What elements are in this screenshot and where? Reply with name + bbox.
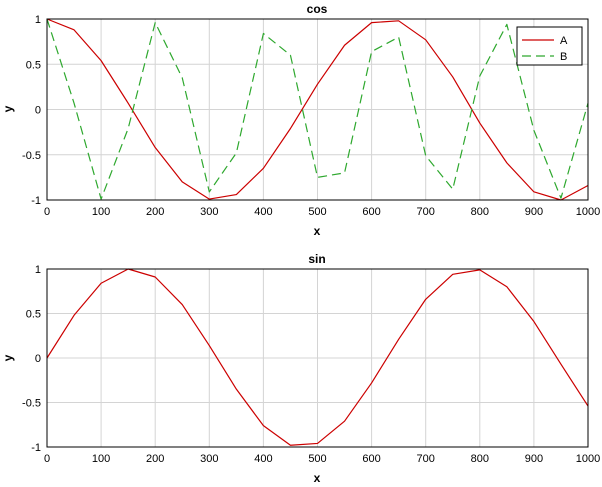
- cos-x-tick-label: 0: [44, 206, 50, 218]
- cos-x-tick-label: 600: [362, 206, 380, 218]
- cos-x-tick-label: 200: [146, 206, 164, 218]
- sin-x-tick-label: 200: [146, 453, 164, 465]
- sin-plot: 0 100 200 300 400 500 600 700 800 900 1000 1 0.5 0 -0…: [1, 252, 600, 485]
- sin-x-tick-label: 600: [362, 453, 380, 465]
- sin-title: sin: [308, 252, 325, 266]
- legend-label-b: B: [560, 51, 567, 63]
- sin-x-tick-labels: 0 100 200 300 400 500 600 700 800 900 1000: [44, 453, 600, 465]
- cos-series-line-a: [46, 18, 589, 201]
- cos-y-tick-label: -0.5: [22, 150, 41, 162]
- cos-x-axis-label: x: [314, 224, 321, 238]
- cos-x-tick-label: 900: [525, 206, 543, 218]
- cos-y-tick-label: -1: [31, 195, 41, 207]
- sin-y-tick-label: 0: [35, 353, 41, 365]
- cos-y-tick-labels: 1 0.5 0 -0.5 -1: [22, 14, 41, 207]
- sin-x-tick-label: 800: [471, 453, 489, 465]
- cos-x-tick-label: 700: [417, 206, 435, 218]
- sin-x-tick-label: 400: [254, 453, 272, 465]
- cos-y-tick-label: 0.5: [26, 59, 41, 71]
- cos-legend-box: [516, 26, 583, 66]
- sin-grid: [47, 269, 588, 447]
- sin-x-tick-label: 700: [417, 453, 435, 465]
- sin-x-tick-label: 900: [525, 453, 543, 465]
- sin-x-tick-label: 1000: [576, 453, 600, 465]
- sin-y-tick-label: -1: [31, 442, 41, 454]
- cos-legend: A B: [516, 26, 583, 66]
- sin-plot-frame: [46, 268, 589, 448]
- cos-plot-frame: [46, 18, 589, 201]
- cos-x-tick-label: 800: [471, 206, 489, 218]
- cos-series-line-b: [46, 18, 589, 200]
- sin-series-line-0: [46, 268, 589, 446]
- sin-y-axis-label: y: [1, 354, 15, 361]
- sin-y-tick-label: -0.5: [22, 398, 41, 410]
- cos-title: cos: [307, 2, 328, 16]
- sin-x-tick-label: 300: [200, 453, 218, 465]
- sin-x-axis-label: x: [314, 471, 321, 485]
- sin-x-tick-label: 500: [308, 453, 326, 465]
- cos-y-axis-label: y: [1, 105, 15, 112]
- sin-y-tick-label: 0.5: [26, 309, 41, 321]
- cos-x-tick-label: 100: [92, 206, 110, 218]
- sin-y-tick-label: 1: [35, 264, 41, 276]
- cos-series-group: [46, 18, 589, 201]
- sin-x-tick-label: 100: [92, 453, 110, 465]
- sin-x-tick-label: 0: [44, 453, 50, 465]
- cos-x-tick-labels: 0 100 200 300 400 500 600 700 800 900 1000: [44, 206, 600, 218]
- cos-y-tick-label: 1: [35, 14, 41, 26]
- cos-plot: 0 100 200 300 400 500 600 700 800 900 1000 1 0.5 0 -0…: [1, 2, 600, 238]
- legend-label-a: A: [560, 35, 568, 47]
- cos-y-tick-label: 0: [35, 105, 41, 117]
- cos-x-tick-label: 300: [200, 206, 218, 218]
- cos-x-tick-label: 500: [308, 206, 326, 218]
- cos-x-tick-label: 400: [254, 206, 272, 218]
- sin-y-tick-labels: 1 0.5 0 -0.5 -1: [22, 264, 41, 454]
- cos-x-tick-label: 1000: [576, 206, 600, 218]
- sin-series-group: [46, 268, 589, 446]
